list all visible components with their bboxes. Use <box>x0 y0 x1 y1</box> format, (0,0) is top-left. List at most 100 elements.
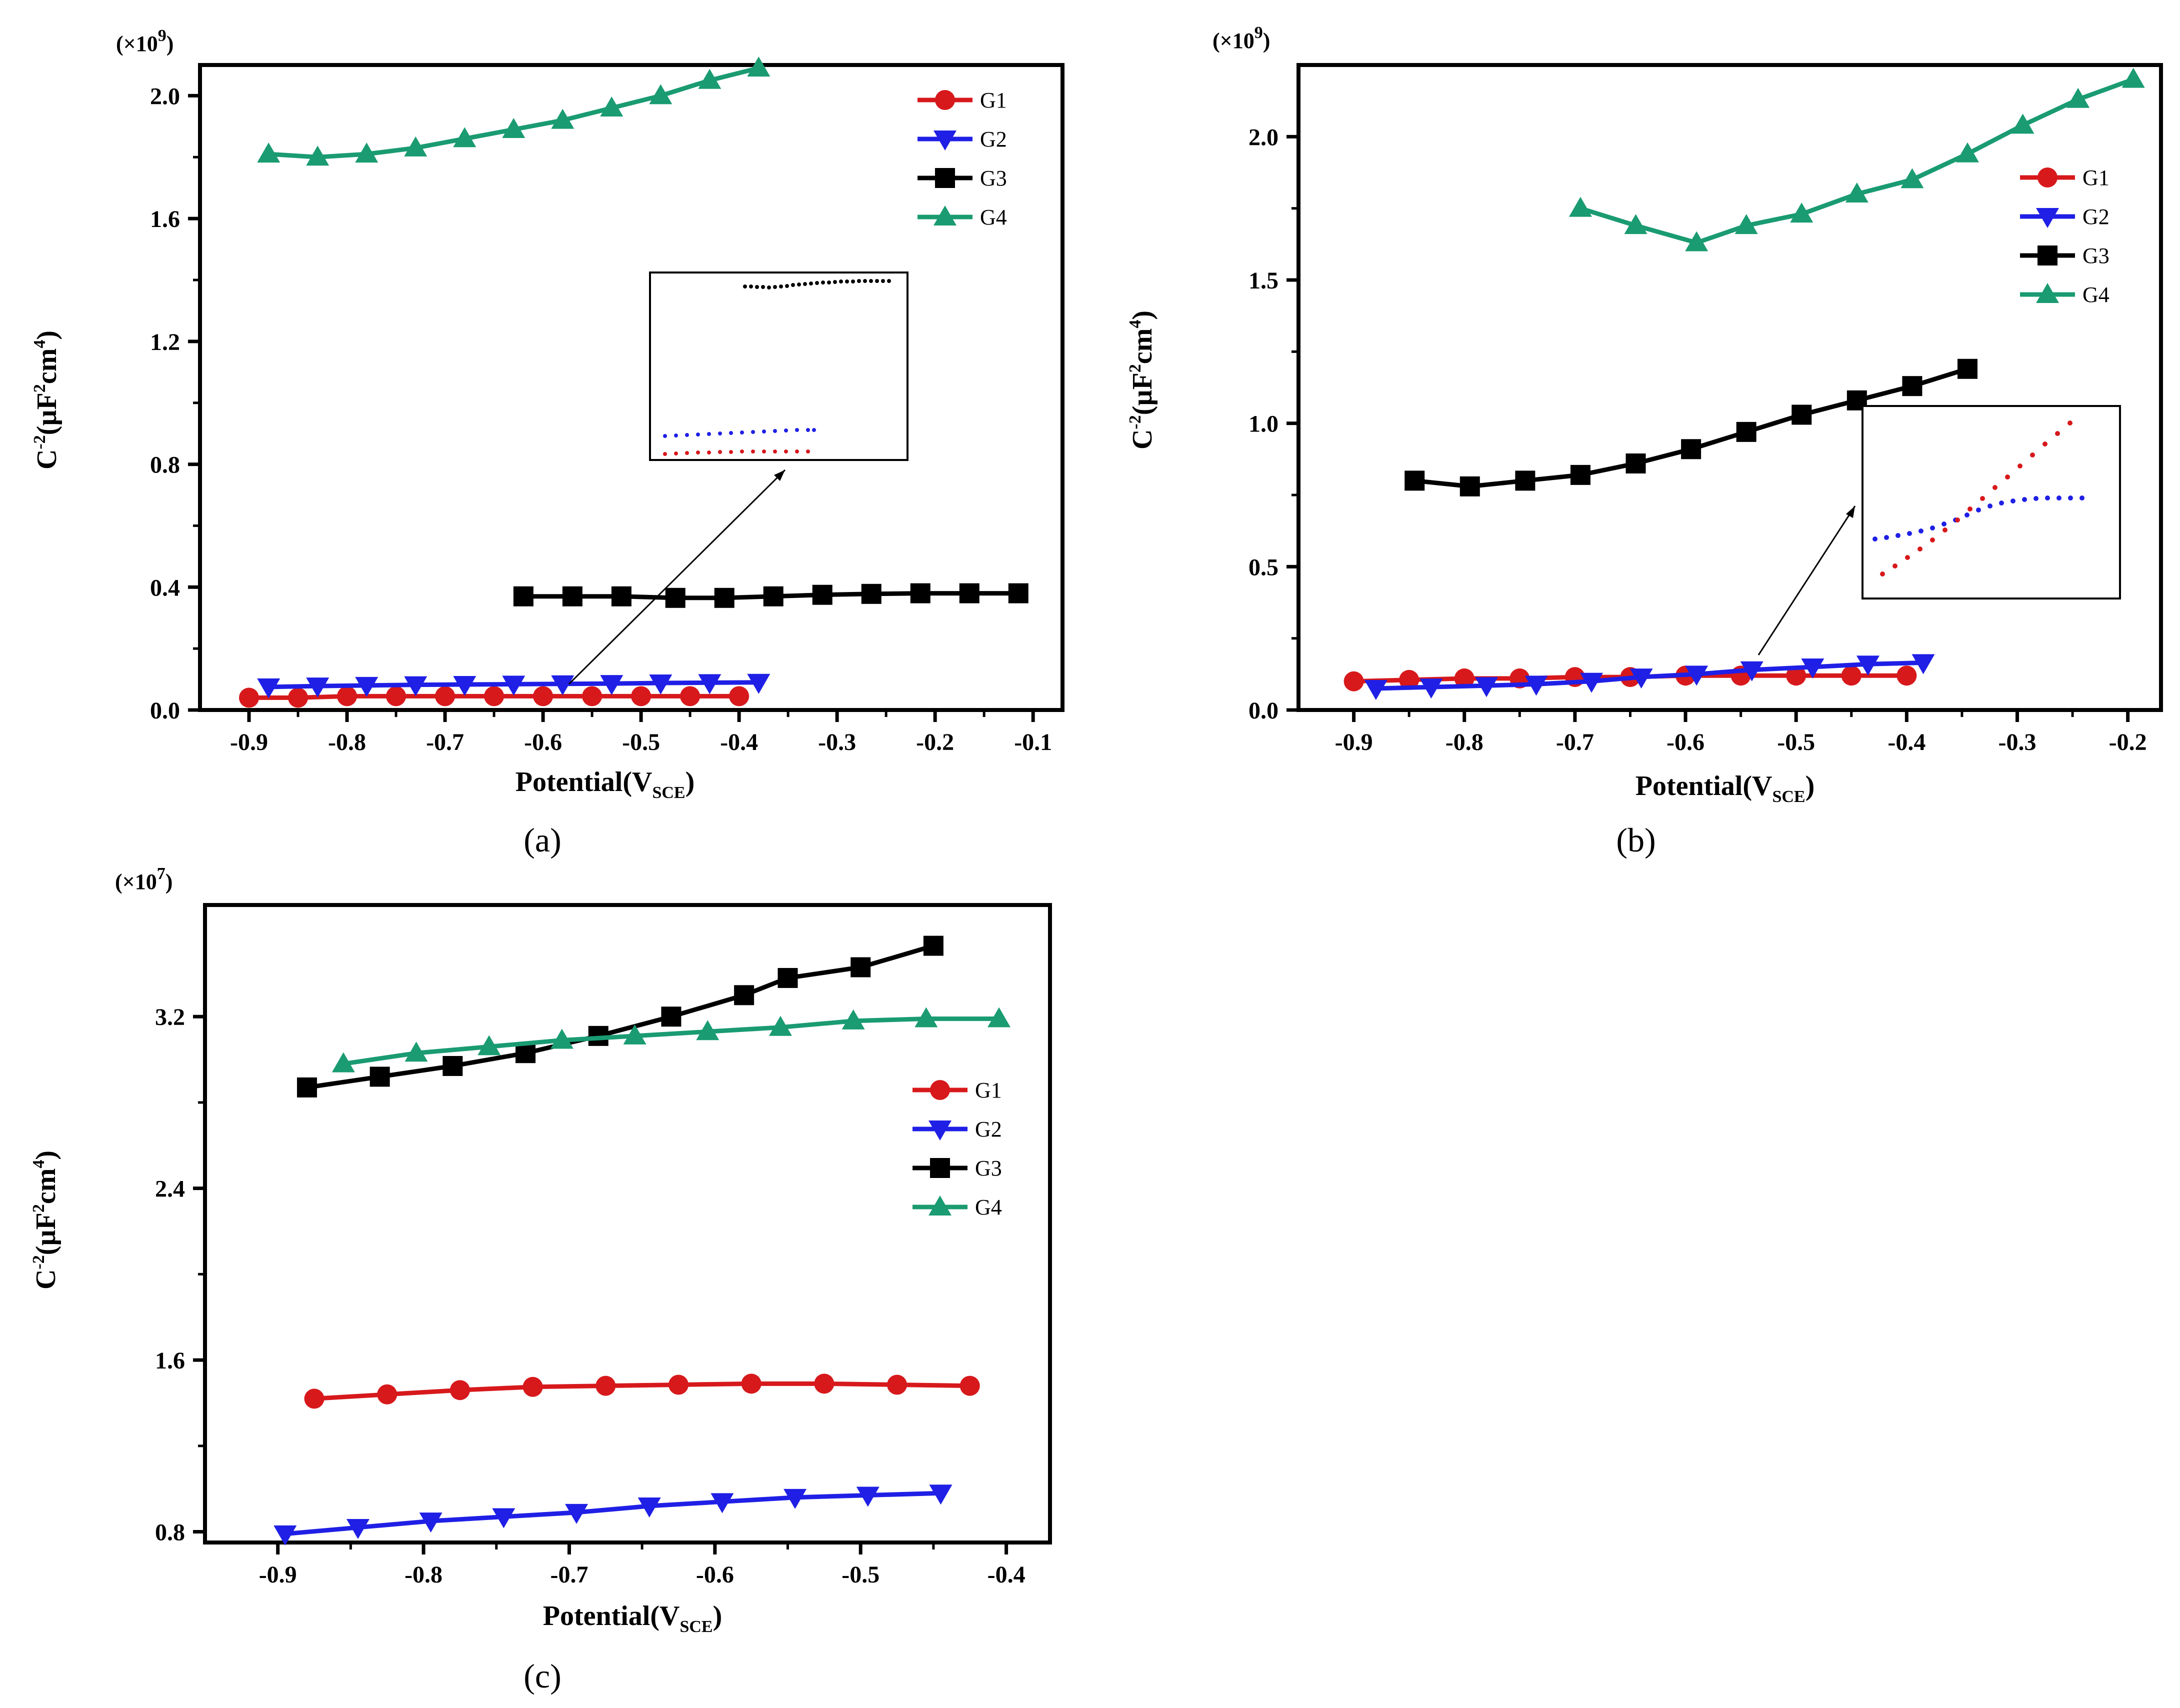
panel-c-series-g3-line <box>306 944 934 1090</box>
panel-b-series-g1-point <box>1896 666 1917 686</box>
panel-b-series-g4-point <box>2011 114 2034 134</box>
legend-g1-label: G1 <box>980 88 1007 112</box>
panel-a-series-g2 <box>257 674 770 698</box>
panel-b-series-g1-point <box>1786 666 1806 686</box>
panel-c-y-multiplier: (×107) <box>115 864 172 894</box>
panel-a-series-g2-point <box>649 674 672 694</box>
panel-b-series-g3-point <box>1681 439 1702 460</box>
panel-c-series-g1-point <box>450 1380 470 1400</box>
panel-a-series-g3-point <box>763 586 784 606</box>
panel-c-series-g2-point <box>638 1498 661 1518</box>
panel-a-y-axis-title: C-2(µF2cm4) <box>30 330 62 470</box>
panel-a-series-g1-point <box>386 686 406 706</box>
panel-a-series-g4-point <box>698 68 722 89</box>
panel-c-series-g1 <box>304 1374 980 1409</box>
panel-b-series-g2-point <box>1364 680 1388 700</box>
legend-g1-swatch-marker <box>930 1080 950 1100</box>
panel-a-series-g1-point <box>484 686 504 706</box>
panel-a-series-g1 <box>239 686 750 708</box>
panel-c-x-tick-label: -0.4 <box>988 1562 1026 1588</box>
panel-b-inset-pointer <box>1758 506 1856 656</box>
legend-g2-swatch-marker <box>934 130 956 150</box>
panel-b-y-axis-title: C-2(µF2cm4) <box>1126 310 1158 450</box>
panel-b-series-g2-point <box>1474 677 1498 698</box>
panel-a: (×109) Potential(VSCE) C-2(µF2cm4) (a) -… <box>30 26 1064 859</box>
legend-g3-swatch-marker <box>2038 246 2058 266</box>
panel-a-series-g4-point <box>747 56 770 77</box>
panel-b-series-g3-point <box>1570 464 1590 485</box>
panel-c-series-g1-point <box>741 1374 762 1394</box>
panel-a-inset-g1-dots <box>663 450 810 456</box>
panel-a-x-tick-label: -0.8 <box>328 729 366 756</box>
panel-a-series-g4-point <box>600 96 624 116</box>
panel-b-series-g4-point <box>2122 68 2145 88</box>
panel-b-x-tick-label: -0.9 <box>1335 729 1373 756</box>
panel-a-x-tick-label: -0.4 <box>720 729 758 756</box>
panel-c-series-g2 <box>274 1484 952 1546</box>
panel-c-series-g2-point <box>492 1508 516 1528</box>
panel-b-series-g4-point <box>1568 196 1592 217</box>
panel-b-series-g2-point <box>1740 661 1764 682</box>
panel-a-y-multiplier: (×109) <box>116 26 174 56</box>
panel-b-series-g1-point <box>1344 671 1364 692</box>
panel-c-series-g3-point <box>442 1056 463 1076</box>
panel-c-series-g3-point <box>516 1043 536 1064</box>
panel-a-series-g1-point <box>631 686 652 706</box>
panel-a-series-g2-point <box>502 676 526 696</box>
panel-b-series-g3-point <box>1957 358 1978 379</box>
panel-b-series-g3-point <box>1460 476 1480 496</box>
panel-c-y-tick-label: 2.4 <box>155 1176 185 1202</box>
panel-a-series-g4-point <box>355 142 378 163</box>
panel-c-series-g3-point <box>778 968 798 988</box>
panel-b-plot-frame <box>1296 63 2163 712</box>
panel-a-series-g2-point <box>698 674 722 694</box>
panel-c-x-tick-label: -0.5 <box>842 1562 880 1588</box>
panel-c-caption: (c) <box>524 1657 561 1695</box>
panel-c-series-g1-line <box>314 1381 970 1401</box>
panel-b-x-axis-title: Potential(VSCE) <box>1636 770 1815 806</box>
panel-b-series-g2-point <box>1856 656 1880 676</box>
legend-g4-swatch-marker <box>2036 283 2059 303</box>
panel-c-series-g1-point <box>304 1388 324 1409</box>
panel-c-x-tick-label: -0.9 <box>259 1562 297 1588</box>
panel-b-series-g3-point <box>1404 470 1425 491</box>
legend-g4-label: G4 <box>975 1195 1002 1220</box>
panel-b-inset-pointer-arrowhead <box>1846 506 1855 518</box>
panel-a-series-g2-point <box>747 674 770 694</box>
panel-c-series-g3-point <box>296 1077 317 1098</box>
panel-c-y-axis-title: C-2(µF2cm4) <box>30 1150 62 1290</box>
panel-a-x-tick-label: -0.1 <box>1014 729 1052 756</box>
panel-b-y-tick-label: 2.0 <box>1248 124 1278 150</box>
panel-a-series-g2-point <box>453 676 476 696</box>
panel-a-y-tick-label: 0.0 <box>150 698 180 724</box>
panel-a-series-g2-point <box>306 678 330 698</box>
legend-g1-swatch-marker <box>935 90 955 110</box>
panel-c-series-g2-point <box>346 1518 370 1539</box>
panel-b-series-g2-point <box>1580 672 1604 693</box>
panel-c-series-g1-point <box>887 1374 908 1395</box>
panel-a-y-tick-label: 1.2 <box>150 329 180 356</box>
panel-a-series-g1-point <box>729 686 750 706</box>
panel-b-y-tick-label: 1.5 <box>1248 268 1278 294</box>
legend-g3-label: G3 <box>980 166 1007 190</box>
panel-a-series-g3-point <box>562 586 582 606</box>
panel-c-series-g1-point <box>522 1376 543 1397</box>
panel-b-series-g4-point <box>1790 202 1814 223</box>
panel-a-x-tick-label: -0.7 <box>426 729 464 756</box>
panel-c-series-g2-line <box>284 1490 941 1536</box>
panel-a-series-g3-point <box>665 588 686 608</box>
panel-a-x-tick-label: -0.6 <box>524 729 562 756</box>
panel-a-series-g2-point <box>551 675 574 696</box>
legend-g2-label: G2 <box>975 1117 1002 1142</box>
panel-a-series-g3-point <box>1008 583 1028 604</box>
panel-c-series-g4-point <box>404 1042 428 1062</box>
panel-b-series-g1-point <box>1399 670 1420 690</box>
panel-a-series-g2-point <box>600 675 624 696</box>
panel-b-series-g2-point <box>1630 668 1653 689</box>
panel-a-inset-g3-dots <box>743 279 891 290</box>
panel-c-series-g4-point <box>842 1009 865 1030</box>
panel-b-series-g4-point <box>1734 214 1758 234</box>
panel-b-series-g4-point <box>1624 214 1648 234</box>
panel-b-series-g3-point <box>1792 404 1812 425</box>
panel-a-series-g4-point <box>502 118 526 138</box>
